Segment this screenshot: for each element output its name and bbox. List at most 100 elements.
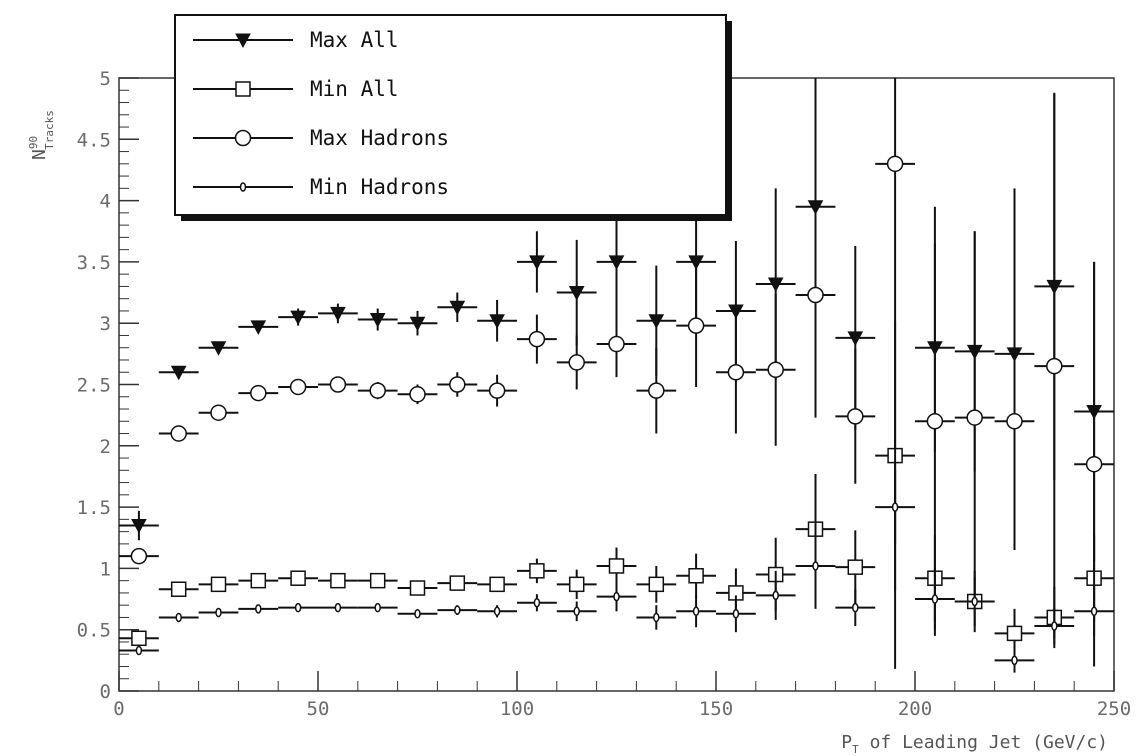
y-axis-title: N90 Tracks [27,110,56,160]
data-point [875,78,915,669]
marker [374,602,381,613]
marker [250,572,267,589]
marker [1011,655,1018,666]
marker [613,591,620,602]
x-tick-label: 0 [113,698,124,720]
data-point [517,594,557,612]
legend-entry: Min Hadrons [193,175,449,199]
marker [529,255,545,270]
data-point [119,630,159,647]
marker [687,317,705,334]
data-point [357,308,398,331]
marker [170,425,187,442]
data-point [477,576,517,593]
marker [528,330,546,348]
data-point [596,547,637,585]
marker [449,300,466,316]
marker [1051,621,1058,631]
marker [170,581,187,597]
data-point [278,308,318,326]
marker [330,572,346,589]
marker [449,376,466,393]
data-point [158,612,199,623]
marker [1006,625,1023,642]
data-point [875,470,915,544]
series-min-all [119,320,1114,658]
marker [369,382,386,399]
marker [847,331,864,346]
x-tick-label: 250 [1097,698,1131,720]
marker [568,286,585,301]
data-point [636,347,677,434]
marker [688,255,704,270]
data-point [795,523,836,609]
data-point [835,589,876,627]
legend-label: Min Hadrons [310,175,449,199]
data-point [795,172,836,418]
data-point [915,206,955,636]
legend-marker [235,81,251,97]
marker [648,576,665,593]
data-point [556,335,597,390]
marker [250,320,267,335]
y-tick-label: 2 [100,436,111,458]
marker [131,630,147,647]
data-point [278,378,318,396]
marker [1090,606,1098,617]
data-point [517,231,557,293]
data-point [716,595,756,633]
marker [210,576,227,593]
marker [608,255,625,270]
y-tick-label: 4 [100,191,111,213]
marker [1006,413,1023,430]
data-point [119,547,159,565]
marker [489,576,505,593]
data-point [437,292,478,322]
x-tick-label: 50 [307,698,330,720]
data-point [477,605,517,618]
data-point [238,384,279,402]
data-point [835,530,876,604]
marker [210,404,227,421]
y-tick-label: 5 [100,68,111,90]
data-point [636,605,677,630]
data-point [954,576,995,627]
data-point [397,384,438,405]
marker [493,606,501,617]
data-point [357,382,398,400]
legend: Max All Min All Max Hadrons Min Hadrons [174,14,732,221]
marker [966,409,983,426]
data-point [278,602,318,613]
marker [891,502,899,512]
data-point [1034,607,1075,645]
data-point [994,292,1035,551]
data-point [437,605,478,615]
marker [369,572,386,589]
legend-entry: Max Hadrons [193,126,449,150]
y-tick-label: 3 [100,313,111,335]
marker [852,602,859,613]
data-point [755,293,796,446]
marker [608,335,625,353]
legend-label: Max All [310,28,399,52]
data-point [556,601,597,622]
marker [488,382,506,399]
marker [688,568,704,584]
marker [767,361,784,379]
marker [568,354,585,371]
data-point [994,648,1035,673]
marker [215,607,222,618]
data-point [676,553,716,598]
marker [772,590,779,601]
x-tick-label: 100 [500,698,534,720]
data-point [437,575,478,591]
x-tick-label: 150 [699,698,733,720]
data-point [357,602,398,613]
data-point [397,609,438,619]
data-point [158,581,199,597]
data-point [676,595,716,628]
marker [210,341,227,356]
data-point [636,565,677,603]
marker [727,363,745,381]
marker [931,594,939,604]
